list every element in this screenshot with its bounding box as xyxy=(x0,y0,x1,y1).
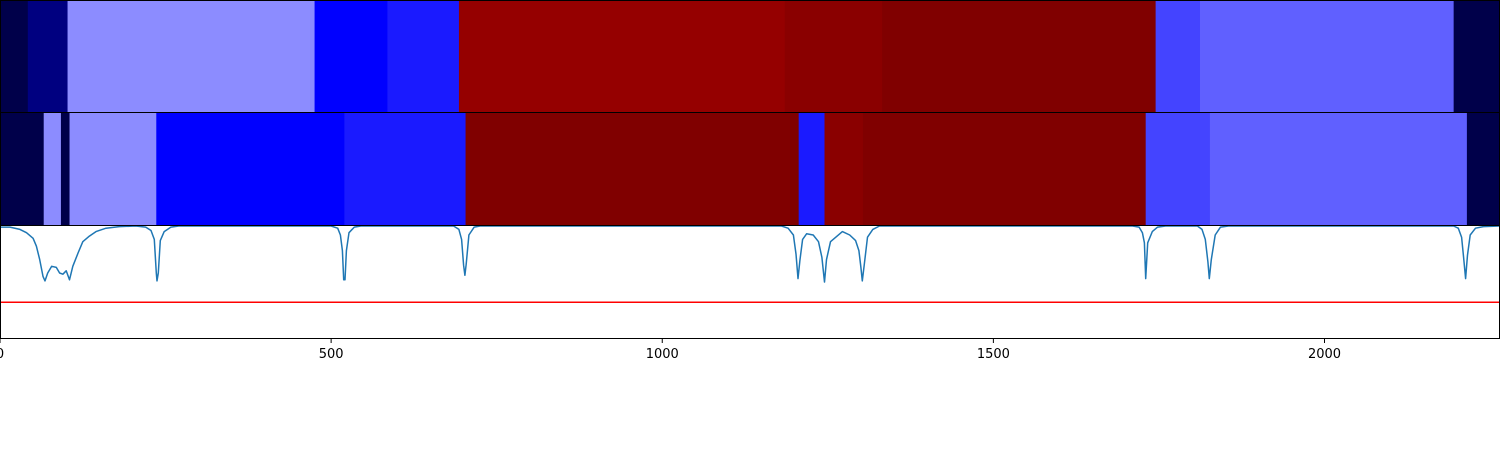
heatmap-segment xyxy=(862,113,1147,225)
x-tick-label: 1000 xyxy=(646,347,679,362)
x-tick-label: 0 xyxy=(0,347,4,362)
heatmap-segment xyxy=(784,1,883,112)
heatmap-segment xyxy=(1200,1,1455,112)
heatmap-segment xyxy=(0,113,45,225)
heatmap-segment xyxy=(60,113,71,225)
heatmap-segment xyxy=(0,1,29,112)
heatmap-segment xyxy=(1145,113,1211,225)
panel-frame xyxy=(0,225,1500,339)
heatmap-segment xyxy=(465,113,800,225)
heatmap-segment xyxy=(1209,113,1468,225)
heatmap-segment xyxy=(1453,1,1500,112)
x-axis: 0 500 1000 1500 2000 xyxy=(0,338,1341,362)
heatmap-segment xyxy=(314,1,388,112)
heatmap-segment xyxy=(27,1,69,112)
heatmap-segment xyxy=(798,113,826,225)
x-tick-label: 1500 xyxy=(977,347,1010,362)
heatmap-segment xyxy=(1466,113,1500,225)
heatmap-segment xyxy=(67,1,316,112)
line-panel xyxy=(0,225,1500,339)
x-tick-label: 500 xyxy=(319,347,344,362)
heatmap-segment xyxy=(156,113,345,225)
heatmap-segment xyxy=(387,1,460,112)
series-line xyxy=(0,225,1500,283)
heatmap-strip-top xyxy=(0,0,1500,113)
heatmap-segment xyxy=(1155,1,1201,112)
heatmap-strip-middle xyxy=(0,112,1500,226)
heatmap-segment xyxy=(824,113,864,225)
heatmap-segment xyxy=(344,113,467,225)
heatmap-segment xyxy=(69,113,157,225)
heatmap-segment xyxy=(43,113,62,225)
heatmap-segment xyxy=(458,1,786,112)
x-tick-label: 2000 xyxy=(1308,347,1341,362)
heatmap-segment xyxy=(882,1,1157,112)
